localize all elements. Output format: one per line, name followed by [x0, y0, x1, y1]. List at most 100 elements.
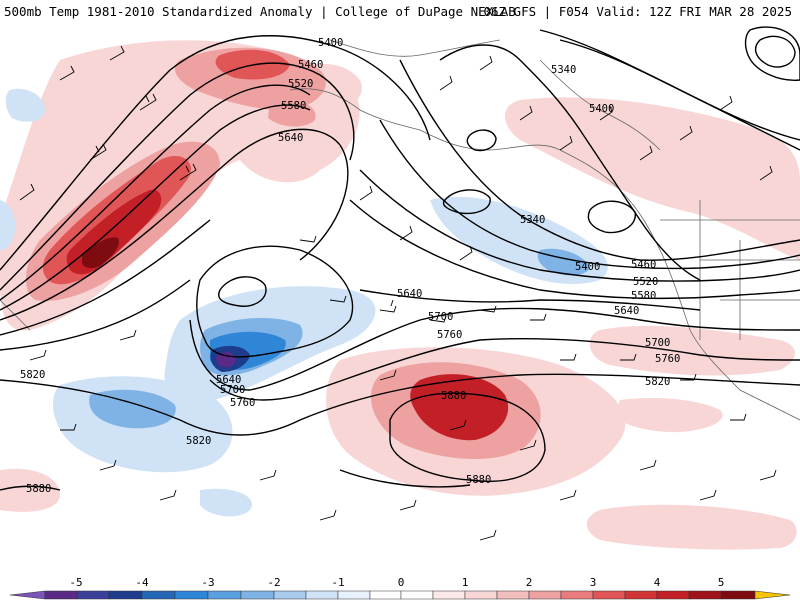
wind-barbs [19, 45, 777, 541]
anomaly-positive-1-east-mid [615, 398, 723, 433]
contour-5340-ring-ne [744, 26, 800, 81]
colorbar-swatch [337, 590, 371, 600]
contour-label: 5400 [589, 103, 614, 115]
contour-label: 5400 [318, 37, 343, 49]
contour-5700-west [0, 219, 211, 336]
contour-label: 5700 [428, 311, 453, 323]
colorbar-tick-label: 4 [654, 576, 661, 589]
contour-5640-east [359, 289, 701, 311]
contour-label: 5640 [216, 374, 241, 386]
anomaly-positive-1-east-low [589, 325, 795, 376]
contour-5340-north [559, 39, 800, 141]
contour-5340-ring-a [442, 189, 491, 215]
contour-label: 5340 [551, 64, 576, 76]
colorbar-swatch [305, 590, 339, 600]
contour-5520-east [359, 169, 800, 282]
anomaly-negative-1-southeast [200, 488, 252, 517]
contour-5760-mid [209, 337, 800, 401]
anomaly-negative-2-southwest [89, 389, 176, 429]
colorbar: -5 -4 -3 -2 -1 0 1 2 3 4 5 [0, 575, 800, 600]
colorbar-swatch [273, 590, 307, 600]
colorbar-swatch [369, 590, 402, 600]
contour-5580-east [349, 199, 800, 299]
colorbar-swatch [560, 590, 594, 600]
colorbar-swatch [108, 590, 143, 600]
contour-label: 5400 [575, 261, 600, 273]
colorbar-labels: -5 -4 -3 -2 -1 0 1 2 3 4 5 [69, 576, 724, 589]
map-title: 500mb Temp 1981-2010 Standardized Anomal… [4, 4, 516, 19]
colorbar-tick-label: 3 [590, 576, 597, 589]
contour-label: 5520 [633, 276, 658, 288]
anomaly-positive-4-south [410, 374, 509, 441]
contour-5880-ring [389, 392, 546, 482]
contour-5340-east [439, 44, 701, 281]
contour-label: 5700 [220, 384, 245, 396]
colorbar-arrow-left [9, 590, 46, 600]
contour-label: 5880 [441, 390, 466, 402]
model-run-valid-time: 06Z GFS | F054 Valid: 12Z FRI MAR 28 202… [483, 4, 792, 19]
anomaly-positive-5-jet [82, 237, 119, 269]
colorbar-swatch [592, 590, 626, 600]
colorbar-swatch [400, 590, 434, 600]
contour-5580 [0, 104, 311, 311]
colorbar-canvas: -5 -4 -3 -2 -1 0 1 2 3 4 5 [9, 576, 791, 600]
contour-label: 5520 [288, 78, 313, 90]
contour-5760-west [0, 279, 191, 351]
colorbar-swatch [174, 590, 209, 600]
colorbar-swatch [688, 590, 722, 600]
anomaly-positive-1-west-south [0, 468, 60, 512]
contour-label: 5820 [20, 369, 45, 381]
colorbar-swatch [240, 590, 275, 600]
contour-label: 5760 [655, 353, 680, 365]
contour-5400-west [0, 35, 431, 271]
colorbar-swatch [720, 590, 756, 600]
anomaly-negative-1-north [5, 88, 45, 122]
contour-label: 5640 [278, 132, 303, 144]
contour-label: 5580 [281, 100, 306, 112]
colorbar-tick-label: 2 [526, 576, 533, 589]
header: 500mb Temp 1981-2010 Standardized Anomal… [0, 0, 800, 22]
contour-label: 5340 [520, 214, 545, 226]
contour-5460-east [379, 119, 800, 270]
contour-5640-west [0, 128, 349, 321]
contour-5880-west [0, 485, 61, 491]
contour-label: 5460 [298, 59, 323, 71]
contour-5460 [0, 62, 355, 291]
contour-5340-ring-c [466, 129, 497, 152]
colorbar-swatch [656, 590, 690, 600]
contour-label: 5820 [186, 435, 211, 447]
contour-5820 [0, 373, 800, 436]
contour-label: 5880 [26, 483, 51, 495]
colorbar-tick-label: -2 [267, 576, 280, 589]
contour-5340-ring-b [587, 200, 636, 234]
contour-label: 5640 [614, 305, 639, 317]
colorbar-tick-label: -1 [331, 576, 344, 589]
contour-5640-low [196, 245, 354, 358]
colorbar-swatches [9, 590, 791, 600]
anomaly-negative-1-west-edge [0, 200, 16, 250]
contour-5700-mid [189, 307, 800, 391]
contour-label: 5820 [645, 376, 670, 388]
contour-label: 5700 [645, 337, 670, 349]
colorbar-arrow-right [754, 590, 791, 600]
contour-5400-east [399, 59, 800, 261]
contour-label: 5580 [631, 290, 656, 302]
colorbar-tick-label: 1 [462, 576, 469, 589]
colorbar-swatch [141, 590, 176, 600]
colorbar-swatch [624, 590, 658, 600]
colorbar-swatch [496, 590, 530, 600]
contour-labels: 5400 5460 5520 5580 5640 5340 5400 5340 … [20, 37, 680, 495]
contour-5520 [0, 84, 311, 301]
colorbar-tick-label: -5 [69, 576, 82, 589]
colorbar-tick-label: -3 [201, 576, 214, 589]
colorbar-tick-label: 0 [398, 576, 405, 589]
contour-label: 5760 [437, 329, 462, 341]
colorbar-swatch [207, 590, 242, 600]
colorbar-swatch [528, 590, 562, 600]
anomaly-positive-1-east [505, 97, 800, 260]
contour-label: 5880 [466, 474, 491, 486]
colorbar-swatch [464, 590, 498, 600]
height-contours [0, 26, 800, 491]
contour-label: 5460 [631, 259, 656, 271]
colorbar-swatch [432, 590, 466, 600]
